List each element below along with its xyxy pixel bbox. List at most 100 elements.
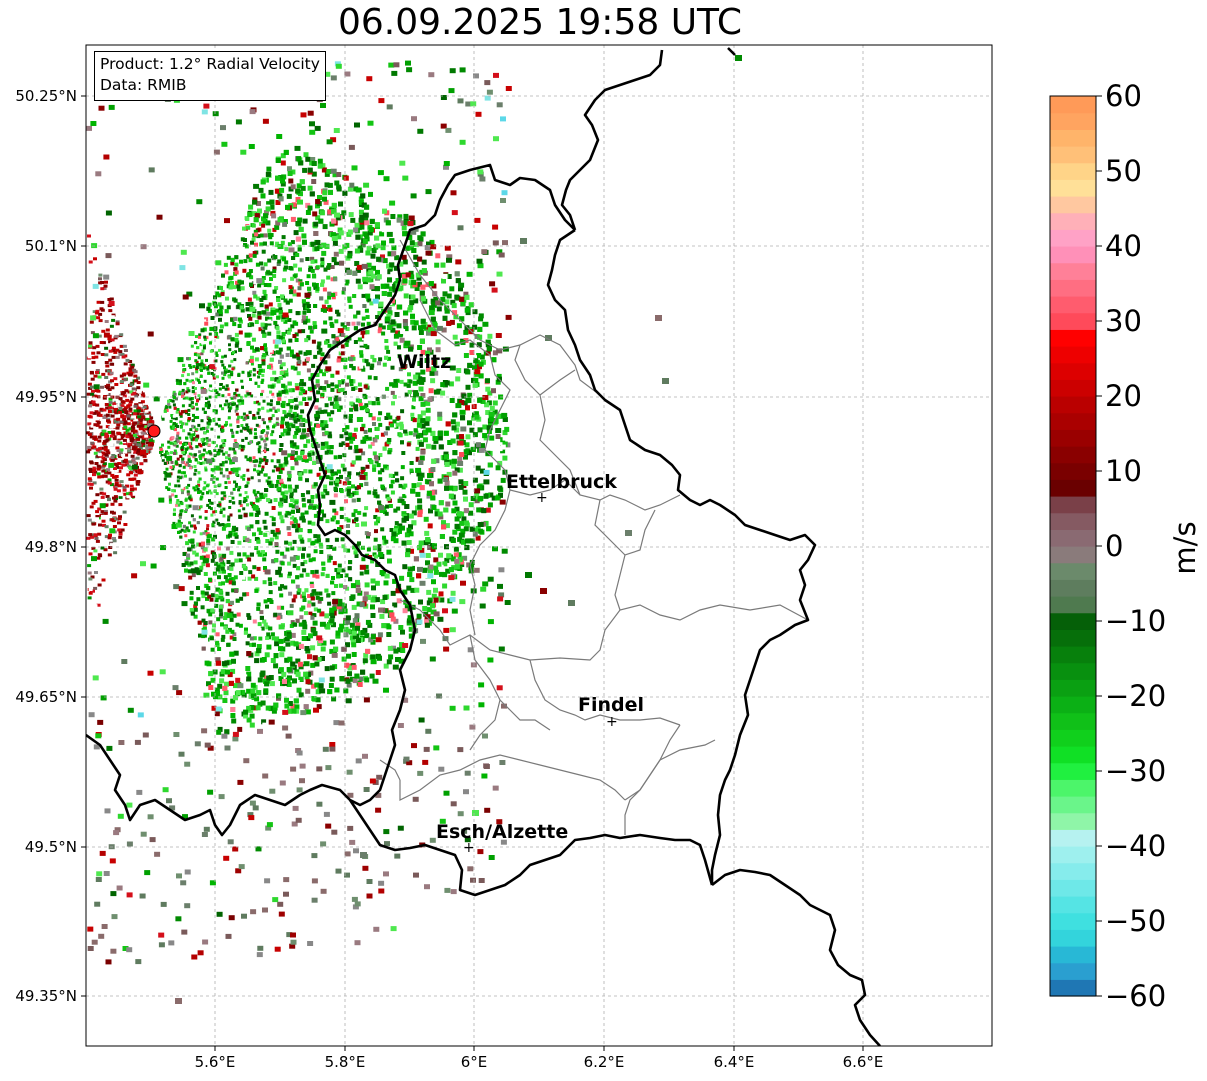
radar-echo-cell [230, 707, 236, 712]
radar-echo-cell [281, 389, 286, 394]
radar-echo-cell [310, 570, 315, 575]
radar-echo-cell [362, 330, 367, 335]
radar-echo-cell [294, 484, 299, 489]
radar-echo-cell [208, 332, 212, 336]
radar-echo-cell [358, 448, 363, 453]
radar-echo-cell [415, 272, 421, 278]
radar-echo-cell [364, 569, 370, 575]
radar-echo-cell [417, 376, 423, 382]
radar-echo-cell [421, 259, 427, 265]
radar-echo-cell [329, 611, 335, 616]
radar-echo-cell [249, 713, 255, 719]
radar-echo-cell [372, 358, 377, 363]
radar-echo-cell [266, 425, 270, 429]
radar-echo-cell [293, 594, 298, 599]
radar-echo-cell [198, 363, 202, 367]
radar-echo-cell [252, 253, 257, 258]
radar-echo-cell [433, 597, 439, 603]
radar-echo-cell [172, 521, 176, 525]
radar-echo-cell [241, 458, 245, 462]
radar-echo-cell [196, 373, 200, 377]
radar-echo-cell [342, 467, 347, 472]
radar-echo-cell [214, 603, 219, 608]
radar-echo-cell [411, 325, 417, 331]
radar-echo-cell [256, 690, 262, 696]
radar-echo-cell [221, 376, 225, 380]
radar-echo-cell [327, 431, 332, 436]
radar-echo-cell [290, 515, 295, 520]
radar-echo-cell [281, 332, 286, 337]
radar-echo-cell [226, 476, 230, 480]
radar-echo-cell [358, 209, 364, 215]
radar-echo-cell [300, 512, 305, 517]
radar-echo-cell [172, 403, 176, 407]
radar-echo-cell [192, 433, 196, 437]
radar-echo-cell [465, 434, 471, 440]
radar-echo-cell [224, 270, 229, 275]
radar-echo-cell [283, 445, 288, 450]
radar-echo-cell [245, 414, 249, 418]
radar-echo-cell [430, 467, 436, 472]
radar-echo-cell [285, 677, 291, 683]
radar-echo-cell [216, 729, 222, 735]
radar-echo-cell [287, 571, 292, 576]
radar-echo-cell [273, 663, 279, 669]
radar-echo-cell [227, 515, 231, 519]
radar-echo-cell [418, 386, 424, 392]
radar-echo-cell [269, 277, 273, 281]
radar-echo-cell [224, 612, 229, 617]
radar-echo-cell [201, 407, 205, 411]
radar-echo-cell [192, 365, 196, 369]
radar-echo-cell [435, 300, 441, 306]
radar-echo-cell [213, 534, 217, 539]
radar-echo-cell [254, 576, 259, 581]
radar-echo-cell [320, 392, 325, 397]
radar-echo-cell [212, 552, 216, 557]
radar-echo-cell [338, 627, 344, 633]
radar-echo-cell [446, 553, 452, 559]
radar-echo-cell [248, 392, 252, 396]
radar-echo-cell [383, 663, 389, 669]
radar-echo-cell [457, 556, 463, 562]
radar-echo-cell [387, 356, 391, 361]
radar-echo-cell [268, 517, 272, 522]
radar-echo-cell [193, 560, 198, 565]
radar-echo-cell [296, 292, 301, 297]
radar-echo-cell [417, 361, 423, 366]
radar-echo-cell [475, 525, 481, 531]
radar-echo-cell [445, 357, 451, 363]
radar-echo-cell [239, 571, 244, 575]
radar-echo-cell [205, 554, 210, 559]
radar-echo-cell [299, 615, 304, 620]
radar-echo-cell [311, 557, 316, 562]
radar-echo-cell [221, 428, 225, 432]
radar-echo-cell [223, 439, 227, 443]
radar-echo-cell [355, 622, 361, 628]
radar-echo-cell [456, 323, 462, 329]
radar-echo-cell [212, 554, 217, 559]
radar-echo-cell [399, 379, 404, 384]
radar-echo-cell [288, 503, 293, 508]
radar-echo-cell [350, 639, 356, 645]
radar-echo-cell [281, 383, 286, 388]
radar-echo-cell [249, 275, 254, 280]
radar-echo-cell [275, 326, 280, 330]
radar-echo-cell [223, 690, 229, 696]
radar-echo-cell [214, 335, 218, 339]
radar-echo-cell [199, 532, 203, 536]
radar-echo-cell [334, 180, 340, 186]
radar-echo-cell [282, 410, 287, 414]
radar-echo-cell [450, 419, 456, 425]
radar-echo-cell [337, 227, 343, 233]
radar-echo-cell [369, 460, 374, 465]
radar-echo-cell [262, 310, 267, 315]
radar-echo-cell [478, 361, 484, 367]
radar-echo-cell [337, 407, 342, 412]
radar-echo-cell [192, 530, 196, 534]
radar-echo-cell [354, 248, 360, 254]
radar-echo-cell [313, 607, 318, 612]
radar-echo-cell [390, 214, 396, 219]
radar-echo-cell [257, 701, 263, 707]
radar-echo-cell [301, 621, 307, 627]
radar-echo-cell [286, 526, 291, 531]
